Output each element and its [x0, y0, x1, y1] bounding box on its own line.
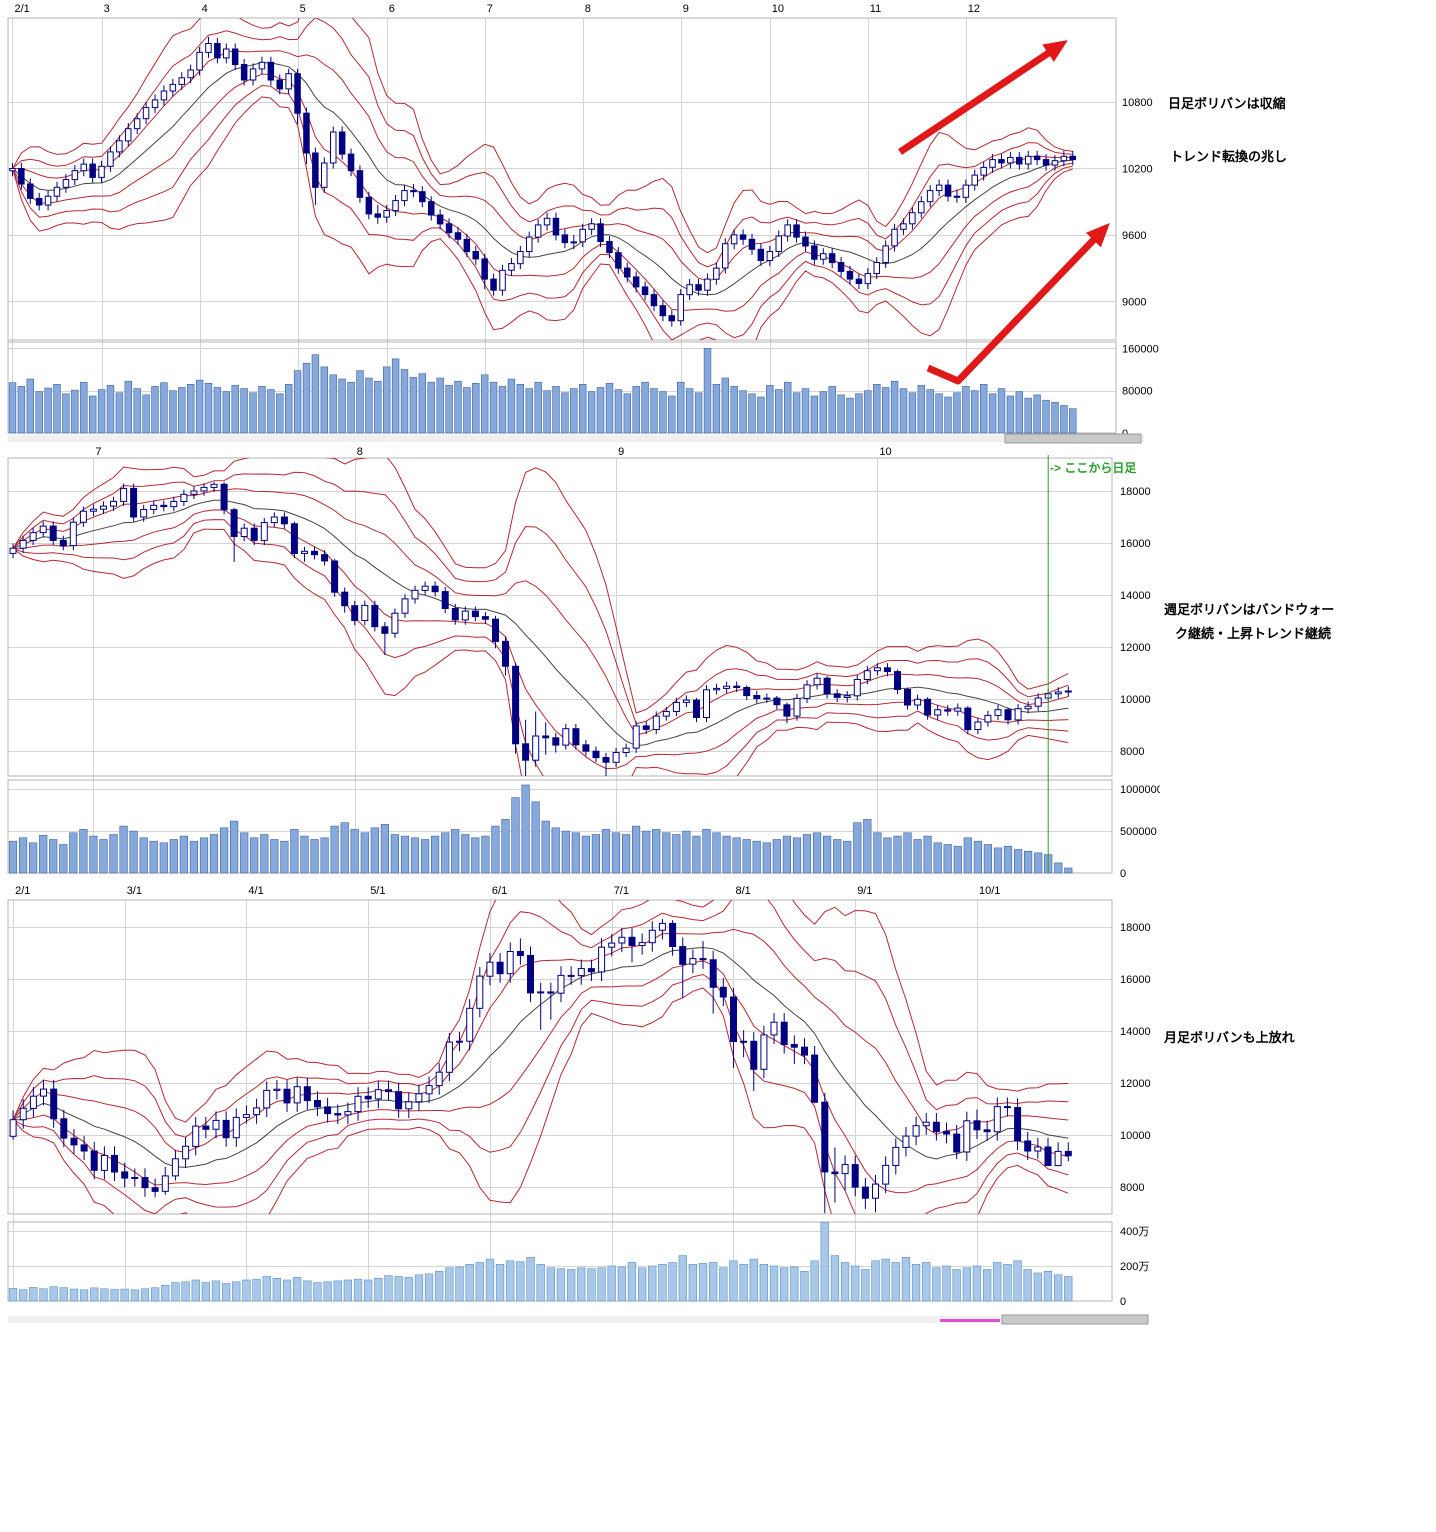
svg-text:12000: 12000 [1120, 642, 1151, 654]
daily-chart-panel[interactable]: 2/13456789101112900096001020010800080000… [0, 0, 1160, 451]
svg-text:7/1: 7/1 [614, 885, 629, 897]
svg-text:4: 4 [202, 3, 208, 15]
svg-text:9000: 9000 [1122, 296, 1146, 308]
svg-text:8/1: 8/1 [736, 885, 751, 897]
svg-text:14000: 14000 [1120, 1026, 1151, 1038]
svg-text:3/1: 3/1 [127, 885, 142, 897]
svg-text:80000: 80000 [1122, 386, 1153, 398]
hscroll-thumb[interactable] [1001, 1314, 1149, 1325]
bollinger-bands [12, 458, 1069, 776]
svg-text:8000: 8000 [1120, 1182, 1144, 1194]
candlesticks [9, 36, 1076, 327]
svg-text:10/1: 10/1 [979, 885, 1000, 897]
hscroll-track[interactable] [8, 1316, 1140, 1323]
svg-text:5/1: 5/1 [370, 885, 385, 897]
svg-text:16000: 16000 [1120, 538, 1151, 550]
svg-text:14000: 14000 [1120, 590, 1151, 602]
hscroll-thumb[interactable] [1004, 433, 1142, 444]
svg-text:9: 9 [683, 3, 689, 15]
svg-text:10200: 10200 [1122, 164, 1153, 176]
svg-text:2/1: 2/1 [15, 885, 30, 897]
svg-text:12: 12 [968, 3, 980, 15]
svg-text:2/1: 2/1 [15, 3, 30, 15]
svg-text:9600: 9600 [1122, 230, 1146, 242]
svg-text:8000: 8000 [1120, 746, 1144, 758]
axis-labels: 2/1 3/1 4/1 5/1 6/1 7/1 8/1 9/1 10/1 8000 10000 120… [15, 885, 1150, 1308]
svg-text:0: 0 [1120, 1296, 1126, 1308]
hscroll-track[interactable] [8, 435, 1144, 442]
svg-text:10800: 10800 [1122, 97, 1153, 109]
gridlines [7, 17, 1117, 434]
axis-labels: 2/13456789101112900096001020010800080000… [15, 3, 1159, 440]
svg-text:11: 11 [870, 3, 881, 15]
monthly-chart-panel[interactable]: 2/1 3/1 4/1 5/1 6/1 7/1 8/1 9/1 10/1 8000 10000 120… [0, 882, 1160, 1335]
svg-text:3: 3 [104, 3, 110, 15]
svg-text:1000000: 1000000 [1120, 784, 1160, 796]
volume-bars [8, 347, 1077, 434]
svg-text:4/1: 4/1 [248, 885, 263, 897]
svg-text:7: 7 [487, 3, 493, 15]
weekly-chart-canvas[interactable]: 7 8 9 10 8000 10000 12000 14000 16000 18000 0 50000… [0, 446, 1163, 880]
gridlines [7, 457, 1113, 874]
svg-text:8: 8 [585, 3, 591, 15]
weekly-green-note: -> ここから日足 [1050, 461, 1137, 475]
svg-text:400万: 400万 [1120, 1226, 1149, 1238]
daily-annotation-line1: 日足ボリバンは収縮 [1168, 96, 1286, 111]
candlesticks [9, 481, 1072, 776]
selection-marker [940, 1319, 1000, 1322]
svg-text:9: 9 [618, 446, 624, 458]
svg-text:10: 10 [879, 446, 891, 458]
trend-arrow-1 [898, 40, 1068, 155]
weekly-annotation-line2: ク継続・上昇トレンド継続 [1175, 626, 1332, 641]
svg-text:18000: 18000 [1120, 922, 1151, 934]
svg-text:0: 0 [1120, 868, 1126, 880]
volume-bars [8, 1221, 1073, 1302]
svg-text:500000: 500000 [1120, 826, 1157, 838]
svg-text:18000: 18000 [1120, 486, 1151, 498]
axis-labels: 7 8 9 10 8000 10000 12000 14000 16000 18000 0 50000… [95, 446, 1162, 880]
monthly-chart-canvas[interactable]: 2/1 3/1 4/1 5/1 6/1 7/1 8/1 9/1 10/1 8000 10000 120… [0, 882, 1160, 1330]
svg-text:6/1: 6/1 [492, 885, 507, 897]
weekly-annotation-line1: 週足ボリバンはバンドウォー [1164, 602, 1335, 617]
svg-text:5: 5 [300, 3, 306, 15]
volume-bars [8, 784, 1073, 874]
svg-text:10000: 10000 [1120, 694, 1151, 706]
svg-text:12000: 12000 [1120, 1078, 1151, 1090]
svg-text:200万: 200万 [1120, 1261, 1149, 1273]
trend-arrow-2 [926, 222, 1110, 385]
bollinger-bands [12, 900, 1069, 1214]
svg-text:6: 6 [389, 3, 395, 15]
svg-text:7: 7 [95, 446, 101, 458]
svg-text:10: 10 [772, 3, 784, 15]
svg-text:160000: 160000 [1122, 343, 1159, 355]
bollinger-bands [12, 18, 1073, 340]
daily-annotation-line2: トレンド転換の兆し [1170, 149, 1288, 164]
gridlines [7, 899, 1113, 1302]
candlesticks [9, 919, 1072, 1214]
svg-text:8: 8 [357, 446, 363, 458]
weekly-chart-panel[interactable]: 7 8 9 10 8000 10000 12000 14000 16000 18000 0 50000… [0, 446, 1163, 885]
monthly-annotation-line1: 月足ボリバンも上放れ [1164, 1030, 1295, 1045]
daily-chart-canvas[interactable]: 2/13456789101112900096001020010800080000… [0, 0, 1160, 446]
svg-text:9/1: 9/1 [857, 885, 872, 897]
svg-text:10000: 10000 [1120, 1130, 1151, 1142]
svg-text:16000: 16000 [1120, 974, 1151, 986]
